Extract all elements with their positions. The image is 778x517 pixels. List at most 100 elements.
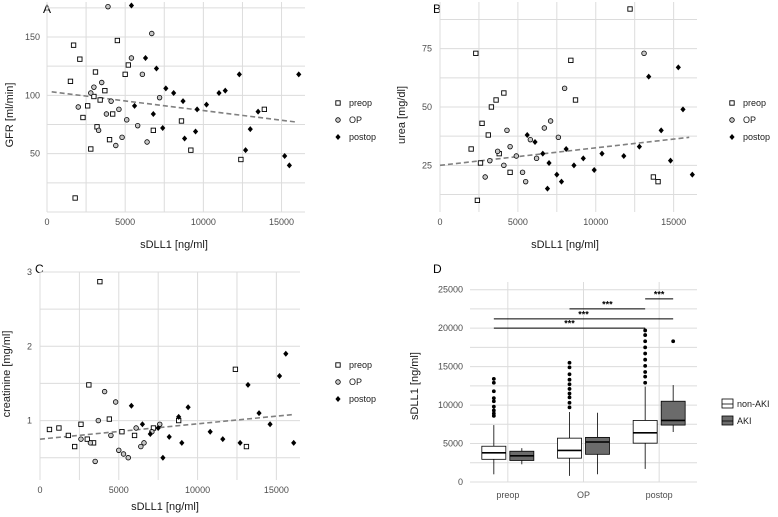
outlier-non-AKI — [491, 389, 496, 394]
point-OP — [501, 162, 507, 169]
y-tick-label: 2 — [27, 341, 32, 351]
outlier-non-AKI — [643, 363, 648, 368]
point-OP — [91, 84, 97, 90]
point-OP — [156, 94, 163, 101]
point-postop — [524, 132, 530, 138]
point-postop — [176, 413, 182, 420]
point-OP — [101, 388, 108, 395]
point-OP — [119, 134, 125, 141]
y-tick-label: 150 — [25, 32, 40, 42]
point-postop — [621, 153, 627, 159]
outlier-non-AKI — [643, 357, 648, 362]
point-OP — [561, 85, 568, 92]
significance-label: *** — [654, 289, 665, 299]
point-OP — [133, 425, 139, 431]
outlier-non-AKI — [491, 396, 496, 401]
y-tick-label: 5000 — [443, 439, 463, 449]
y-tick-label: 100 — [25, 90, 40, 100]
point-OP — [87, 440, 94, 446]
point-OP — [139, 71, 146, 78]
point-preop — [97, 97, 103, 103]
point-preop — [650, 174, 657, 180]
point-OP — [99, 79, 105, 86]
panel-b-y-axis-label: urea [mg/dl] — [396, 86, 408, 144]
point-postop — [554, 171, 560, 178]
point-preop — [106, 137, 113, 143]
point-OP — [120, 451, 127, 457]
point-OP — [75, 104, 81, 110]
point-postop — [182, 135, 188, 142]
point-OP — [144, 139, 150, 145]
panel-c-x-axis-label: sDLL1 [ng/ml] — [131, 501, 199, 513]
point-OP — [157, 421, 163, 427]
outlier-non-AKI — [567, 377, 572, 382]
point-postop — [276, 373, 283, 379]
point-OP — [112, 399, 119, 405]
y-tick-label: 50 — [422, 102, 432, 112]
point-postop — [247, 126, 253, 133]
legend-label-preop: preop — [349, 360, 372, 370]
point-postop — [286, 162, 292, 169]
point-preop — [243, 443, 250, 450]
point-postop — [207, 428, 213, 435]
point-postop — [150, 111, 156, 117]
point-postop — [216, 90, 222, 96]
point-postop — [646, 73, 652, 80]
point-preop — [88, 146, 94, 152]
panel-a-legend: preop OP postop — [335, 98, 376, 142]
significance-label: *** — [578, 309, 589, 319]
panel-c-y-axis-label: creatinine [mg/ml] — [1, 331, 13, 418]
point-preop — [91, 93, 97, 100]
point-OP — [108, 98, 114, 104]
point-preop — [72, 443, 78, 450]
outlier-non-AKI — [643, 380, 648, 385]
point-postop — [222, 87, 228, 94]
panel-b-legend: preop OP postop — [729, 98, 770, 142]
point-postop — [194, 106, 200, 113]
point-preop — [92, 69, 99, 75]
point-postop — [256, 410, 262, 417]
panel-d-label: D — [433, 262, 442, 276]
point-OP — [125, 455, 131, 461]
outlier-non-AKI — [567, 405, 572, 410]
legend-label-OP: OP — [349, 115, 362, 125]
y-tick-label: 1 — [27, 416, 32, 426]
point-postop — [163, 85, 169, 92]
point-OP — [105, 3, 111, 10]
y-tick-label: 75 — [422, 44, 432, 54]
point-postop — [255, 108, 261, 115]
panel-c-legend: preop OP postop — [335, 360, 376, 404]
point-preop — [56, 425, 62, 431]
y-tick-label: 20000 — [438, 323, 463, 333]
point-OP — [113, 142, 119, 149]
point-preop — [119, 429, 125, 435]
outlier-non-AKI — [643, 328, 648, 333]
point-postop — [580, 155, 586, 162]
point-preop — [131, 432, 138, 439]
legend-label-AKI: AKI — [737, 416, 752, 426]
x-tick-label: 5000 — [508, 217, 528, 227]
point-OP — [522, 178, 529, 185]
point-postop — [160, 454, 166, 461]
legend-label-preop: preop — [349, 98, 372, 108]
point-OP — [504, 127, 510, 134]
point-postop — [680, 106, 686, 113]
point-postop — [153, 65, 160, 72]
point-OP — [103, 111, 110, 117]
point-preop — [627, 6, 633, 12]
point-postop — [171, 90, 177, 96]
point-postop — [658, 127, 664, 134]
legend-key-postop — [335, 396, 341, 402]
point-OP — [494, 148, 501, 155]
point-OP — [519, 169, 526, 176]
point-postop — [291, 439, 297, 446]
point-OP — [78, 436, 84, 442]
point-preop — [46, 426, 53, 433]
point-postop — [532, 139, 538, 145]
point-postop — [544, 185, 551, 192]
point-OP — [149, 30, 155, 37]
point-postop — [283, 350, 289, 357]
x-tick-label: 0 — [44, 217, 49, 227]
outlier-non-AKI — [491, 399, 496, 404]
point-postop — [571, 162, 577, 169]
